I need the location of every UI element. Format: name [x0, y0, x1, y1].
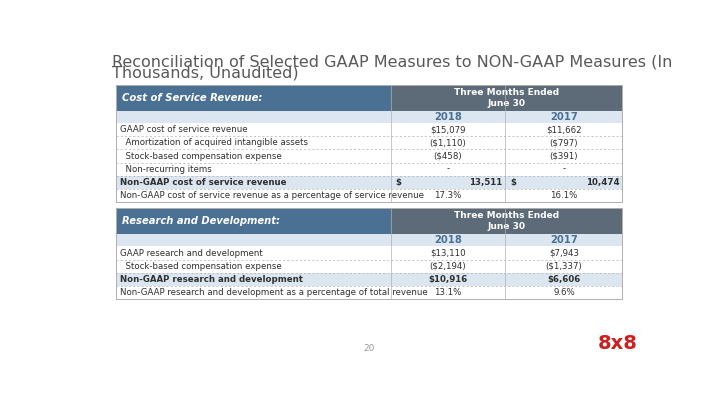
Text: ($1,337): ($1,337)	[546, 262, 582, 271]
Bar	[116, 136, 622, 149]
Text: -: -	[446, 164, 449, 174]
Text: Research and Development:: Research and Development:	[122, 216, 280, 226]
Bar	[116, 85, 391, 111]
Text: ($797): ($797)	[549, 139, 578, 147]
Bar	[116, 176, 622, 189]
Text: $10,916: $10,916	[428, 275, 468, 284]
Bar	[116, 149, 622, 162]
Bar	[116, 273, 622, 286]
Bar	[116, 247, 622, 260]
Text: 2017: 2017	[550, 112, 577, 122]
Text: GAAP research and development: GAAP research and development	[120, 249, 263, 258]
Text: Three Months Ended: Three Months Ended	[454, 211, 559, 220]
Text: Thousands, Unaudited): Thousands, Unaudited)	[112, 66, 298, 81]
Bar	[116, 286, 622, 299]
Bar	[391, 85, 622, 111]
Bar	[116, 189, 622, 202]
Bar	[116, 111, 622, 123]
Text: Non-GAAP cost of service revenue as a percentage of service revenue: Non-GAAP cost of service revenue as a pe…	[120, 191, 424, 200]
Text: $11,662: $11,662	[546, 125, 582, 134]
Text: 2018: 2018	[434, 235, 462, 245]
Text: Non-GAAP cost of service revenue: Non-GAAP cost of service revenue	[120, 178, 287, 187]
Text: Stock-based compensation expense: Stock-based compensation expense	[120, 151, 282, 160]
Text: 2018: 2018	[434, 112, 462, 122]
Text: 2017: 2017	[550, 235, 577, 245]
Text: $: $	[395, 178, 401, 187]
Text: 13.1%: 13.1%	[434, 288, 462, 297]
Text: -: -	[562, 164, 565, 174]
Text: 13,511: 13,511	[469, 178, 503, 187]
Bar	[391, 208, 622, 234]
Text: GAAP cost of service revenue: GAAP cost of service revenue	[120, 125, 248, 134]
Text: Stock-based compensation expense: Stock-based compensation expense	[120, 262, 282, 271]
Text: June 30: June 30	[487, 99, 526, 108]
Text: 10,474: 10,474	[585, 178, 619, 187]
Bar	[116, 123, 622, 136]
Bar	[116, 234, 622, 247]
Text: Non-GAAP research and development as a percentage of total revenue: Non-GAAP research and development as a p…	[120, 288, 428, 297]
Text: 20: 20	[364, 344, 374, 353]
Text: Non-recurring items: Non-recurring items	[120, 164, 212, 174]
Text: $: $	[510, 178, 516, 187]
Text: 17.3%: 17.3%	[434, 191, 462, 200]
Text: ($2,194): ($2,194)	[430, 262, 467, 271]
Text: Non-GAAP research and development: Non-GAAP research and development	[120, 275, 303, 284]
Bar	[116, 260, 622, 273]
Text: 8x8: 8x8	[598, 334, 637, 353]
Text: $13,110: $13,110	[431, 249, 466, 258]
Text: $7,943: $7,943	[549, 249, 579, 258]
Text: Reconciliation of Selected GAAP Measures to NON-GAAP Measures (In: Reconciliation of Selected GAAP Measures…	[112, 55, 672, 70]
Text: ($391): ($391)	[549, 151, 578, 160]
Text: Amortization of acquired intangible assets: Amortization of acquired intangible asse…	[120, 139, 308, 147]
Bar	[116, 208, 391, 234]
Text: $6,606: $6,606	[547, 275, 580, 284]
Text: 9.6%: 9.6%	[553, 288, 575, 297]
Bar	[116, 85, 622, 202]
Text: Three Months Ended: Three Months Ended	[454, 88, 559, 97]
Text: ($1,110): ($1,110)	[430, 139, 467, 147]
Bar	[116, 162, 622, 176]
Text: ($458): ($458)	[433, 151, 462, 160]
Text: 16.1%: 16.1%	[550, 191, 577, 200]
Bar	[116, 208, 622, 299]
Text: $15,079: $15,079	[431, 125, 466, 134]
Text: Cost of Service Revenue:: Cost of Service Revenue:	[122, 93, 262, 103]
Text: June 30: June 30	[487, 222, 526, 231]
